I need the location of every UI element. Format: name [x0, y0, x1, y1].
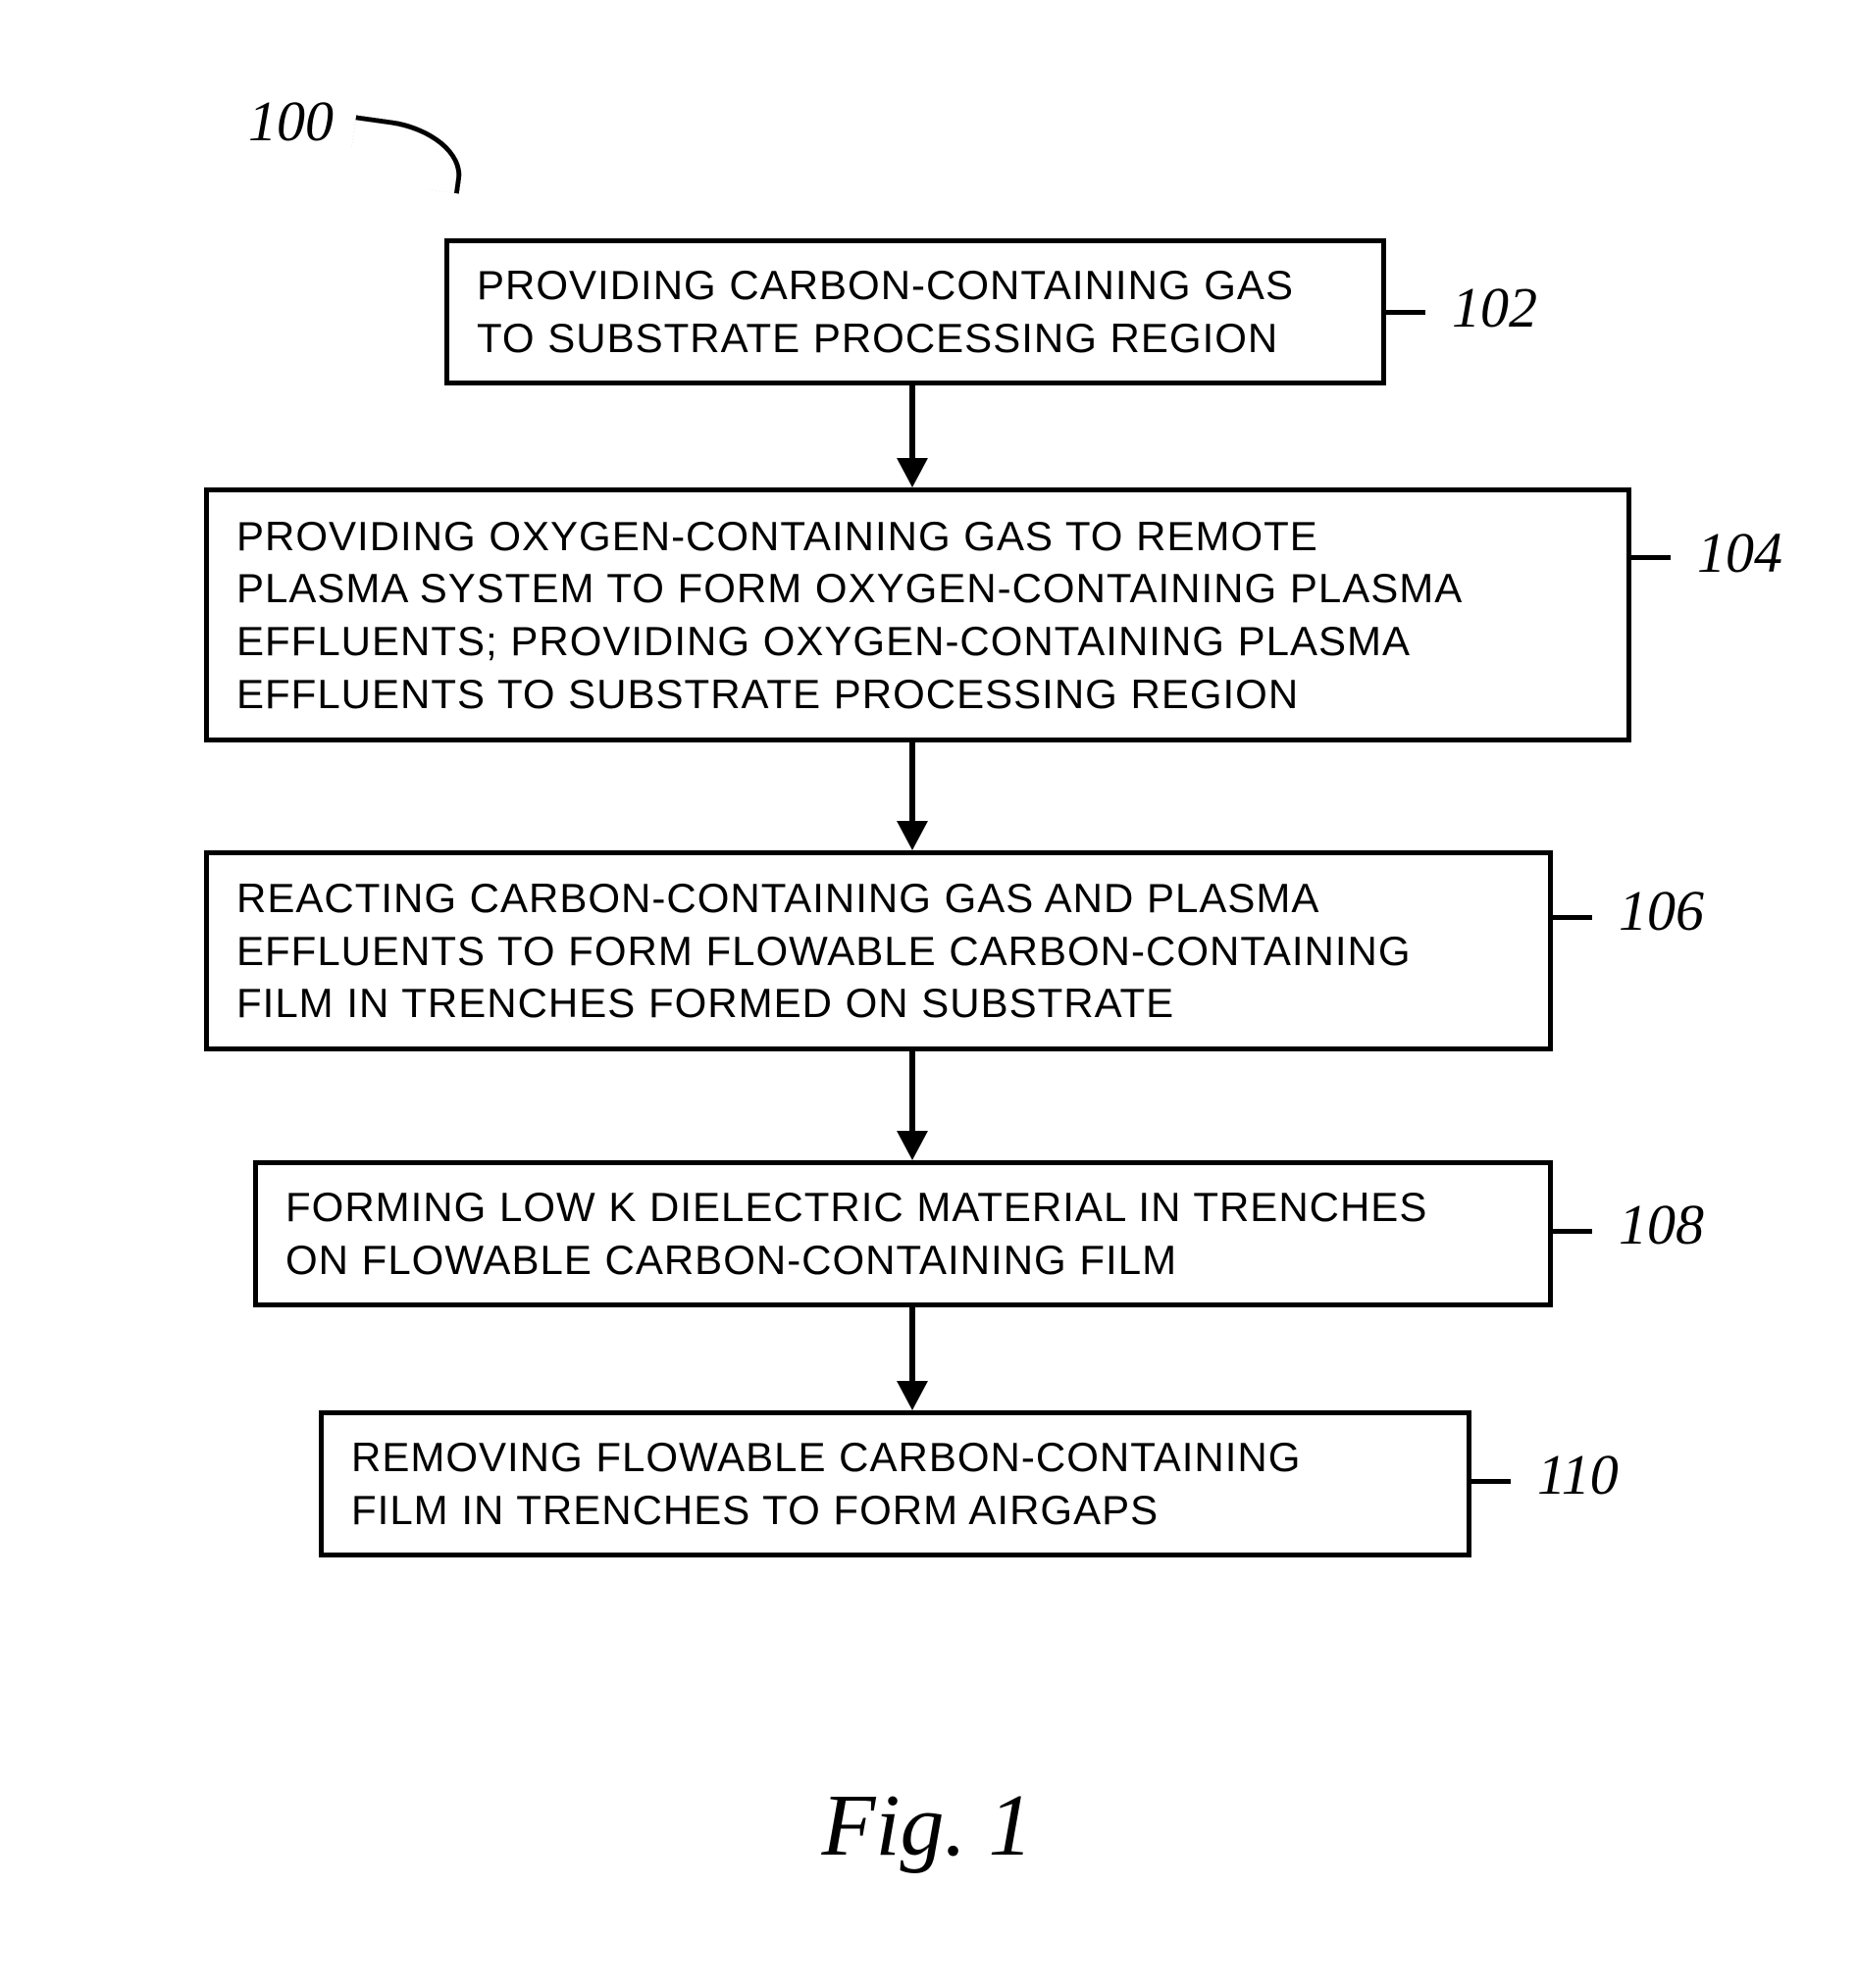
figure-caption: Fig. 1 [706, 1775, 1148, 1876]
step-label-106: 106 [1619, 878, 1704, 943]
step-label-110: 110 [1537, 1442, 1619, 1507]
diagram-ref-text: 100 [248, 89, 334, 153]
step-text-110: REMOVING FLOWABLE CARBON-CONTAINING FILM… [351, 1431, 1301, 1537]
diagram-ref-label: 100 [248, 88, 334, 154]
step-text-102: PROVIDING CARBON-CONTAINING GAS TO SUBST… [477, 259, 1294, 365]
arrow-head-3 [897, 1131, 928, 1160]
step-box-104: PROVIDING OXYGEN-CONTAINING GAS TO REMOT… [204, 487, 1631, 742]
flowchart-canvas: 100 PROVIDING CARBON-CONTAINING GAS TO S… [0, 0, 1857, 1988]
step-text-104: PROVIDING OXYGEN-CONTAINING GAS TO REMOT… [236, 510, 1463, 721]
step-tick-108 [1553, 1229, 1592, 1234]
step-box-110: REMOVING FLOWABLE CARBON-CONTAINING FILM… [319, 1410, 1471, 1557]
arrow-head-2 [897, 821, 928, 850]
step-label-108: 108 [1619, 1192, 1704, 1257]
step-label-102: 102 [1452, 275, 1537, 340]
arrow-2 [909, 742, 915, 825]
arrow-4 [909, 1307, 915, 1385]
step-box-106: REACTING CARBON-CONTAINING GAS AND PLASM… [204, 850, 1553, 1051]
step-tick-104 [1631, 555, 1671, 560]
step-text-108: FORMING LOW K DIELECTRIC MATERIAL IN TRE… [285, 1181, 1427, 1287]
arrow-1 [909, 385, 915, 462]
step-box-108: FORMING LOW K DIELECTRIC MATERIAL IN TRE… [253, 1160, 1553, 1307]
arrow-head-1 [897, 458, 928, 487]
step-text-106: REACTING CARBON-CONTAINING GAS AND PLASM… [236, 872, 1412, 1030]
arrow-3 [909, 1051, 915, 1135]
step-tick-110 [1471, 1479, 1511, 1484]
step-tick-106 [1553, 915, 1592, 920]
step-label-104: 104 [1697, 520, 1782, 586]
step-tick-102 [1386, 310, 1425, 315]
arrow-head-4 [897, 1381, 928, 1410]
step-box-102: PROVIDING CARBON-CONTAINING GAS TO SUBST… [444, 238, 1386, 385]
